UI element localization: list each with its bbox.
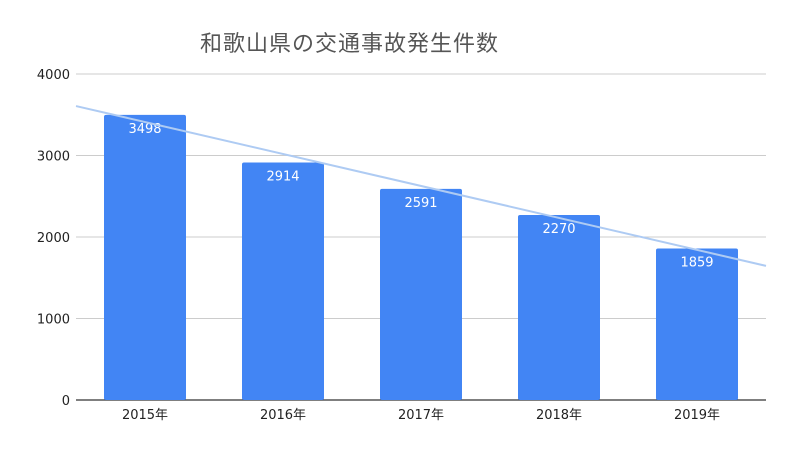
x-tick-label: 2017年 xyxy=(398,408,444,423)
y-tick-label: 3000 xyxy=(37,150,70,165)
y-tick-label: 1000 xyxy=(37,313,70,328)
bar xyxy=(518,214,600,400)
x-tick-label: 2015年 xyxy=(122,408,168,423)
data-label: 2591 xyxy=(404,196,437,211)
bar xyxy=(242,162,324,400)
y-tick-label: 2000 xyxy=(37,231,70,246)
x-tick-label: 2018年 xyxy=(536,408,582,423)
y-tick-label: 4000 xyxy=(37,68,70,83)
x-tick-label: 2016年 xyxy=(260,408,306,423)
data-label: 2270 xyxy=(542,222,575,237)
x-tick-label: 2019年 xyxy=(674,408,720,423)
data-label: 2914 xyxy=(266,170,299,185)
y-tick-label: 0 xyxy=(62,394,70,409)
bar xyxy=(380,188,462,400)
bar xyxy=(104,114,186,401)
bar xyxy=(656,248,738,400)
trendline xyxy=(75,105,767,267)
data-label: 1859 xyxy=(680,255,713,270)
data-label: 3498 xyxy=(128,122,161,137)
chart-title: 和歌山県の交通事故発生件数 xyxy=(200,32,500,57)
